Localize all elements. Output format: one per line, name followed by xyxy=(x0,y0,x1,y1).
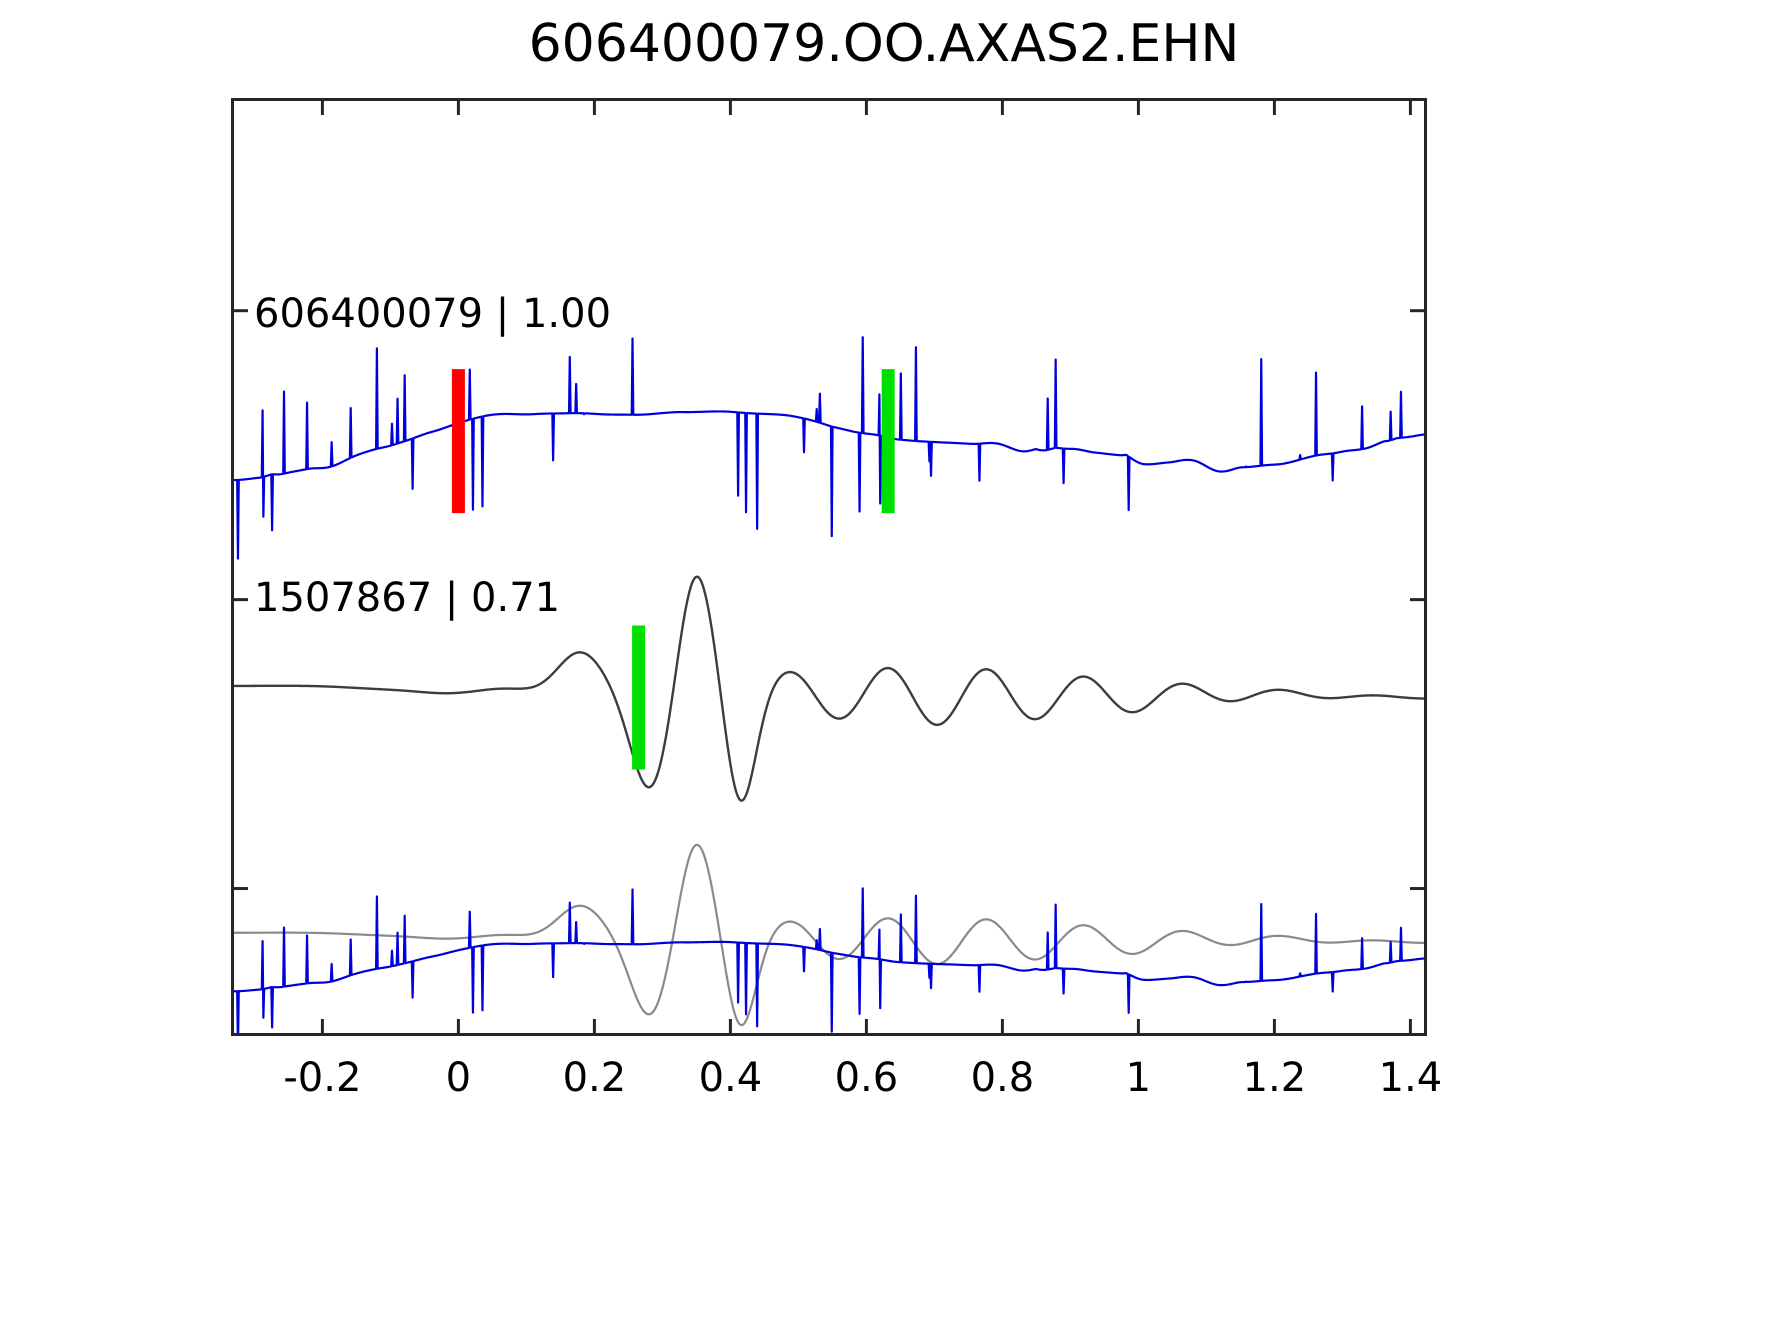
plot-frame xyxy=(231,98,1427,1036)
x-tick-label-neg0p2: -0.2 xyxy=(283,1055,362,1101)
x-tick-label-0: 0 xyxy=(445,1055,472,1101)
waveform-observed-top xyxy=(234,336,1424,560)
x-tick-label-0p8: 0.8 xyxy=(970,1055,1035,1101)
waveform-template-middle xyxy=(234,575,1424,802)
trace-label-template: 1507867 | 0.71 xyxy=(254,575,561,621)
x-tick-label-1p4: 1.4 xyxy=(1378,1055,1443,1101)
x-tick-label-0p4: 0.4 xyxy=(698,1055,763,1101)
trace-label-observed: 606400079 | 1.00 xyxy=(254,291,612,337)
x-tick-label-1p2: 1.2 xyxy=(1242,1055,1307,1101)
x-tick-label-1: 1 xyxy=(1125,1055,1152,1101)
waveform-observed-overlay xyxy=(234,887,1424,1033)
x-tick-label-0p2: 0.2 xyxy=(562,1055,627,1101)
waveform-template-overlay xyxy=(234,843,1424,1027)
waveform-plot xyxy=(234,101,1424,1033)
x-tick-label-0p6: 0.6 xyxy=(834,1055,899,1101)
figure-title: 606400079.OO.AXAS2.EHN xyxy=(528,14,1240,74)
